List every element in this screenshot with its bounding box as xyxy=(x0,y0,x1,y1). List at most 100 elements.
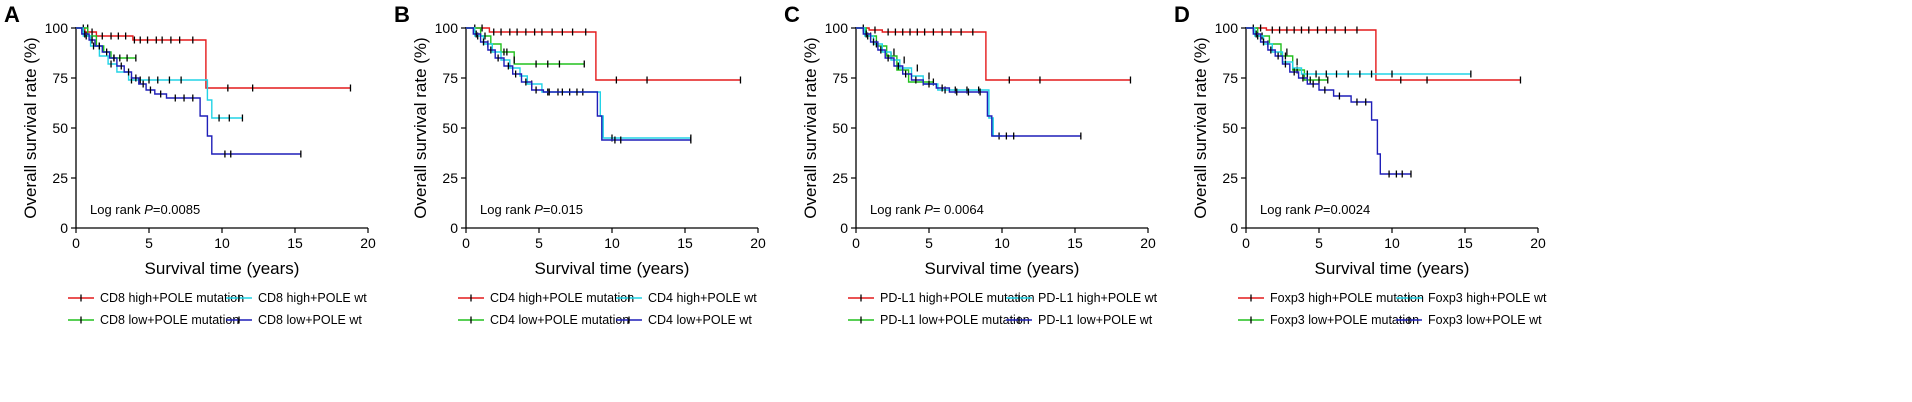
y-tick-label: 0 xyxy=(840,220,848,236)
y-tick-label: 50 xyxy=(52,120,68,136)
km-curve-green xyxy=(466,27,585,65)
x-tick-label: 10 xyxy=(994,235,1010,251)
y-tick-label: 75 xyxy=(52,70,68,86)
km-curve-red xyxy=(1246,27,1521,81)
x-tick-label: 0 xyxy=(462,235,470,251)
logrank-value: = 0.0064 xyxy=(933,202,984,217)
y-tick-label: 50 xyxy=(1222,120,1238,136)
legend-label: CD8 high+POLE mutation xyxy=(100,291,244,305)
y-tick-label: 100 xyxy=(435,20,459,36)
legend-item: CD8 high+POLE mutation xyxy=(68,291,244,305)
x-tick-label: 20 xyxy=(1530,235,1546,251)
x-tick-label: 10 xyxy=(214,235,230,251)
logrank-p: P xyxy=(1314,202,1323,217)
panel-b: B 0 25 50 75 100 0 5 10 15 20 Survival time (years)… xyxy=(394,2,766,327)
legend-label: CD8 high+POLE wt xyxy=(258,291,367,305)
km-curve-cyan xyxy=(76,27,243,119)
legend-label: CD8 low+POLE mutation xyxy=(100,313,239,327)
x-tick-label: 10 xyxy=(604,235,620,251)
x-tick-label: 5 xyxy=(145,235,153,251)
legend-label: Foxp3 low+POLE wt xyxy=(1428,313,1542,327)
legend-label: PD-L1 high+POLE mutation xyxy=(880,291,1035,305)
x-axis-title: Survival time (years) xyxy=(1315,259,1470,278)
y-axis-title: Overall survival rate (%) xyxy=(411,37,430,218)
logrank-annotation: Log rank P=0.0024 xyxy=(1260,202,1370,217)
logrank-p: P xyxy=(924,202,933,217)
legend-label: PD-L1 low+POLE wt xyxy=(1038,313,1153,327)
x-axis-title: Survival time (years) xyxy=(535,259,690,278)
x-tick-label: 15 xyxy=(1067,235,1083,251)
x-axis-title: Survival time (years) xyxy=(145,259,300,278)
y-tick-label: 0 xyxy=(1230,220,1238,236)
legend-item: PD-L1 high+POLE wt xyxy=(1006,291,1158,305)
y-tick-label: 50 xyxy=(832,120,848,136)
legend-item: Foxp3 low+POLE mutation xyxy=(1238,313,1419,327)
logrank-p: P xyxy=(144,202,153,217)
km-curve-blue xyxy=(76,27,301,155)
y-axis-title: Overall survival rate (%) xyxy=(21,37,40,218)
y-tick-label: 75 xyxy=(1222,70,1238,86)
logrank-value: =0.0024 xyxy=(1323,202,1370,217)
y-axis-title: Overall survival rate (%) xyxy=(801,37,820,218)
y-tick-label: 100 xyxy=(825,20,849,36)
logrank-annotation: Log rank P= 0.0064 xyxy=(870,202,984,217)
legend-item: CD8 low+POLE mutation xyxy=(68,313,239,327)
y-tick-label: 25 xyxy=(832,170,848,186)
legend-item: CD8 low+POLE wt xyxy=(226,313,362,327)
x-tick-label: 5 xyxy=(1315,235,1323,251)
legend-label: PD-L1 low+POLE mutation xyxy=(880,313,1030,327)
x-tick-label: 15 xyxy=(1457,235,1473,251)
y-tick-label: 75 xyxy=(832,70,848,86)
km-curve-cyan xyxy=(1246,27,1471,75)
logrank-prefix: Log rank xyxy=(480,202,534,217)
y-tick-label: 100 xyxy=(45,20,69,36)
legend-item: Foxp3 high+POLE mutation xyxy=(1238,291,1424,305)
x-tick-label: 5 xyxy=(925,235,933,251)
x-tick-label: 5 xyxy=(535,235,543,251)
logrank-p: P xyxy=(534,202,543,217)
logrank-value: =0.0085 xyxy=(153,202,200,217)
legend-item: PD-L1 low+POLE wt xyxy=(1006,313,1153,327)
legend-label: Foxp3 low+POLE mutation xyxy=(1270,313,1419,327)
x-tick-label: 0 xyxy=(72,235,80,251)
logrank-prefix: Log rank xyxy=(1260,202,1314,217)
logrank-prefix: Log rank xyxy=(870,202,924,217)
y-tick-label: 0 xyxy=(450,220,458,236)
x-tick-label: 15 xyxy=(677,235,693,251)
x-tick-label: 15 xyxy=(287,235,303,251)
logrank-annotation: Log rank P=0.0085 xyxy=(90,202,200,217)
y-tick-label: 0 xyxy=(60,220,68,236)
legend-item: Foxp3 high+POLE wt xyxy=(1396,291,1547,305)
y-tick-label: 75 xyxy=(442,70,458,86)
y-tick-label: 50 xyxy=(442,120,458,136)
legend-item: PD-L1 low+POLE mutation xyxy=(848,313,1030,327)
legend-label: CD4 high+POLE mutation xyxy=(490,291,634,305)
x-tick-label: 20 xyxy=(750,235,766,251)
x-tick-label: 20 xyxy=(1140,235,1156,251)
x-tick-label: 0 xyxy=(1242,235,1250,251)
panel-a: A 0 25 50 75 100 0 5 10 15 20 Survival time (years)… xyxy=(4,2,376,327)
legend-label: PD-L1 high+POLE wt xyxy=(1038,291,1158,305)
y-tick-label: 25 xyxy=(1222,170,1238,186)
legend-item: CD8 high+POLE wt xyxy=(226,291,367,305)
y-tick-label: 100 xyxy=(1215,20,1239,36)
panel-label: D xyxy=(1174,2,1190,27)
panel-label: C xyxy=(784,2,800,27)
km-curve-blue xyxy=(856,27,1081,137)
legend-item: CD4 high+POLE wt xyxy=(616,291,757,305)
legend-label: Foxp3 high+POLE mutation xyxy=(1270,291,1424,305)
y-tick-label: 25 xyxy=(442,170,458,186)
panel-label: A xyxy=(4,2,20,27)
panel-label: B xyxy=(394,2,410,27)
x-tick-label: 0 xyxy=(852,235,860,251)
legend-item: CD4 low+POLE mutation xyxy=(458,313,629,327)
legend-label: CD4 high+POLE wt xyxy=(648,291,757,305)
km-curve-red xyxy=(76,27,351,89)
x-tick-label: 10 xyxy=(1384,235,1400,251)
legend-label: Foxp3 high+POLE wt xyxy=(1428,291,1547,305)
legend-label: CD8 low+POLE wt xyxy=(258,313,362,327)
logrank-prefix: Log rank xyxy=(90,202,144,217)
logrank-annotation: Log rank P=0.015 xyxy=(480,202,583,217)
